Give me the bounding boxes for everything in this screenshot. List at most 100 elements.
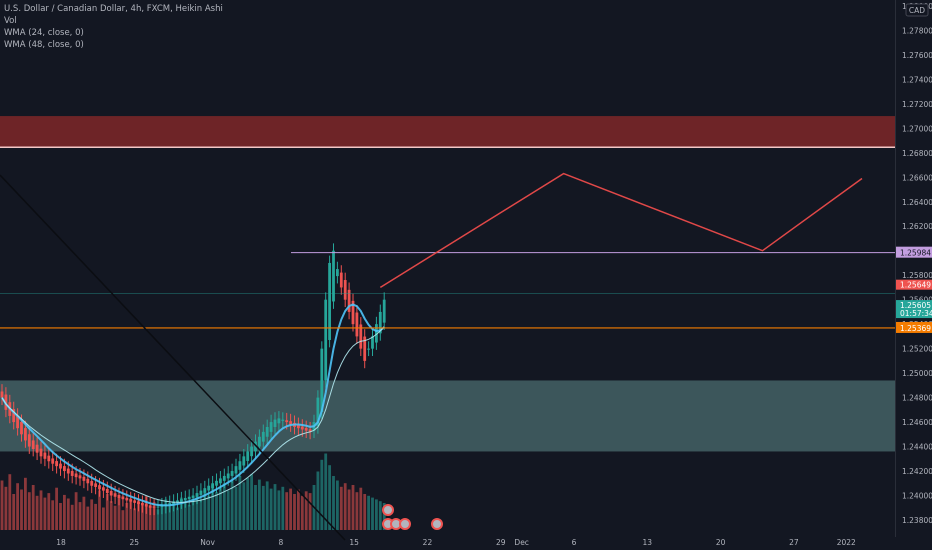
volume-bar	[8, 474, 12, 530]
volume-bar	[382, 503, 386, 530]
volume-bar	[359, 487, 363, 530]
candle-body	[226, 473, 230, 479]
resistance-zone[interactable]	[0, 116, 896, 147]
price-tick-label: 1.26400	[902, 198, 932, 207]
candle-body	[324, 299, 328, 381]
candle-body	[125, 497, 129, 501]
candle-body	[316, 397, 320, 427]
wma-48-line	[1, 326, 385, 503]
candle-body	[300, 426, 304, 430]
support-zone[interactable]	[0, 380, 896, 452]
candle-body	[70, 471, 74, 476]
legend-title[interactable]: U.S. Dollar / Canadian Dollar, 4h, FXCM,…	[4, 4, 223, 14]
candle-body	[199, 490, 203, 495]
time-tick-label: Dec	[514, 538, 529, 547]
candle-body	[363, 336, 367, 361]
candle-body	[86, 478, 90, 484]
candle-body	[355, 312, 359, 337]
last-price-label: 1.25605	[900, 301, 931, 310]
candle-body	[285, 420, 289, 423]
candle-body	[180, 499, 183, 502]
candle-body	[222, 475, 226, 481]
volume-bar	[152, 502, 156, 530]
volume-bar	[66, 498, 70, 530]
candle-body	[367, 348, 370, 350]
countdown-label: 01:57:34	[900, 309, 932, 318]
candle-body	[191, 495, 195, 498]
candle-body	[43, 452, 47, 459]
volume-bar	[183, 503, 187, 530]
time-tick-label: 29	[496, 538, 506, 547]
candle-body	[211, 483, 214, 489]
price-axis-background[interactable]	[896, 0, 932, 550]
candle-body	[336, 269, 339, 277]
last-price-tag	[896, 300, 932, 319]
candle-body	[258, 436, 261, 447]
price-tick-label: 1.24000	[902, 492, 932, 501]
candle-body	[133, 500, 136, 503]
candle-body	[20, 421, 23, 435]
volume-bar	[222, 483, 226, 530]
volume-bar	[355, 492, 359, 530]
price-tick-label: 1.26800	[902, 149, 932, 158]
volume-bar	[250, 474, 253, 530]
currency-badge[interactable]: CAD	[905, 3, 929, 17]
candle-body	[39, 448, 43, 457]
event-icon[interactable]	[382, 504, 394, 516]
candle-body	[35, 444, 39, 453]
drawings-layer[interactable]	[0, 172, 863, 541]
projection-path[interactable]	[379, 172, 863, 289]
volume-bar	[137, 500, 140, 530]
candle-body	[242, 456, 246, 466]
candle-body	[105, 488, 109, 494]
candle-body	[261, 431, 265, 442]
volume-bar	[316, 471, 320, 530]
candle-body	[359, 324, 363, 349]
volume-bar	[105, 494, 109, 530]
volume-bar	[258, 479, 261, 530]
volume-bar	[324, 453, 328, 530]
candle-body	[90, 481, 94, 486]
candle-body	[277, 418, 281, 424]
event-icons-layer[interactable]	[382, 504, 443, 530]
time-tick-label: 13	[643, 538, 653, 547]
volume-bar	[55, 487, 58, 530]
candle-body	[297, 424, 300, 429]
candle-body	[47, 455, 51, 462]
volume-bar	[261, 485, 265, 530]
volume-bar	[160, 503, 164, 530]
candle-body	[24, 428, 27, 441]
volume-bar	[336, 480, 339, 530]
candle-body	[59, 463, 62, 469]
volume-bar	[16, 483, 19, 530]
legend-wma-48[interactable]: WMA (48, close, 0)	[4, 40, 84, 50]
event-icon[interactable]	[431, 518, 443, 530]
volume-bar	[230, 480, 234, 530]
volume-bar	[148, 506, 152, 530]
price-tick-label: 1.25800	[902, 271, 932, 280]
levels-layer	[0, 146, 896, 329]
event-icon[interactable]	[399, 518, 411, 530]
legend-wma-24[interactable]: WMA (24, close, 0)	[4, 28, 84, 38]
candle-body	[117, 495, 121, 498]
volume-bar	[172, 501, 175, 530]
candle-body	[109, 491, 113, 496]
legend-vol[interactable]: Vol	[4, 16, 17, 26]
volume-bar	[238, 476, 242, 530]
candle-body	[102, 487, 105, 491]
candle-body	[371, 336, 374, 349]
price-tick-label: 1.27000	[902, 124, 932, 133]
time-axis[interactable]: 18 25 Nov 8 15 22 29 Dec 6 13 20 27 2022	[56, 538, 856, 547]
candle-body	[320, 348, 324, 412]
volume-bar	[133, 508, 136, 530]
price-tick-label: 1.24200	[902, 467, 932, 476]
volume-bar	[59, 503, 62, 530]
volume-bar	[0, 480, 4, 530]
candle-body	[12, 409, 16, 423]
trend-line[interactable]	[0, 174, 346, 541]
candle-body	[230, 471, 234, 476]
volume-bar	[207, 495, 211, 530]
price-tick-label: 1.25200	[902, 345, 932, 354]
